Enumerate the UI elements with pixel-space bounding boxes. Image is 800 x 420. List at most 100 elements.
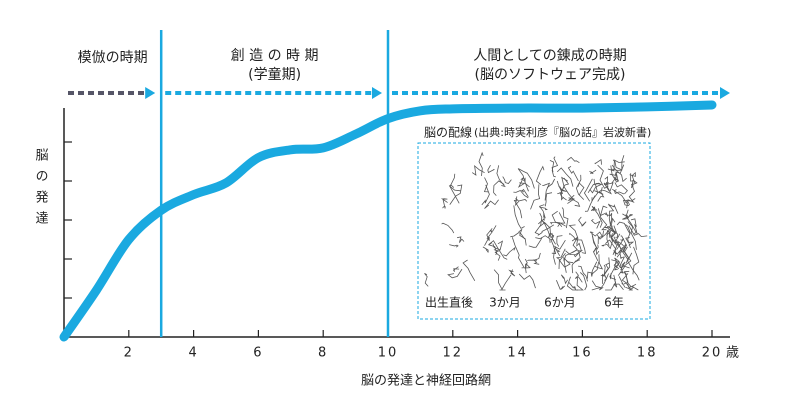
dendrite xyxy=(487,242,498,256)
dendrite xyxy=(424,273,429,287)
dendrite xyxy=(513,205,525,229)
dendrite xyxy=(517,168,530,188)
dendrite xyxy=(518,228,527,246)
dendrite xyxy=(608,203,615,227)
dendrite xyxy=(538,204,546,219)
dendrite xyxy=(486,225,497,240)
dendrite xyxy=(559,252,571,268)
dendrite xyxy=(561,207,569,229)
dendrite xyxy=(499,274,512,291)
dendrite xyxy=(484,199,499,209)
dendrite xyxy=(620,235,629,261)
x-unit: 歳 xyxy=(726,346,739,361)
dendrite xyxy=(527,252,541,261)
dendrite xyxy=(483,177,489,193)
dendrite xyxy=(563,249,578,262)
dendrite xyxy=(594,254,604,270)
inset-source: (出典:時実利彦『脳の話』岩波新書) xyxy=(474,125,651,139)
y-axis-title: 脳の発達 xyxy=(33,148,49,232)
dendrite xyxy=(627,221,637,250)
dendrite xyxy=(518,273,536,289)
dendrite xyxy=(442,199,446,209)
dendrite xyxy=(601,181,612,195)
neuron-sketch xyxy=(424,173,476,287)
dendrite xyxy=(628,225,648,238)
dendrite xyxy=(440,198,448,203)
phase-sublabel: (脳のソフトウェア完成) xyxy=(475,67,626,83)
dendrite xyxy=(441,222,455,234)
inset-title: 脳の配線 xyxy=(424,125,472,140)
dendrite xyxy=(629,171,636,184)
dendrite xyxy=(535,235,551,243)
dendrite xyxy=(597,208,608,231)
dendrite xyxy=(493,180,505,196)
dendrite xyxy=(549,160,556,178)
dendrite xyxy=(555,221,566,227)
dendrite xyxy=(616,221,631,235)
dendrite xyxy=(556,280,565,291)
dendrite xyxy=(449,244,459,248)
dendrite xyxy=(557,177,570,195)
dendrite xyxy=(546,178,556,189)
dendrite xyxy=(462,259,476,281)
dendrite xyxy=(518,168,535,189)
x-tick-label: 2 xyxy=(124,346,134,361)
dendrite xyxy=(534,212,543,235)
dendrite xyxy=(493,249,501,261)
dendrite xyxy=(574,271,583,283)
dendrite xyxy=(510,232,526,240)
phase-label: 人間としての錬成の時期 xyxy=(473,48,627,64)
dendrite xyxy=(484,228,493,246)
x-tick-label: 20 xyxy=(702,346,723,361)
dendrite xyxy=(589,169,597,175)
dendrite xyxy=(599,273,609,291)
dendrite xyxy=(571,260,577,274)
dendrite xyxy=(601,238,614,250)
arrow-head xyxy=(372,87,382,99)
dendrite xyxy=(589,231,604,238)
panel-label: 3か月 xyxy=(489,296,521,310)
arrow-head xyxy=(145,87,156,99)
dendrite xyxy=(503,247,516,257)
dendrite xyxy=(591,205,603,228)
arrow-head xyxy=(720,87,730,99)
dendrite xyxy=(488,240,508,260)
dendrite xyxy=(630,173,634,189)
panel-label: 6年 xyxy=(604,296,624,310)
dendrite xyxy=(569,232,577,240)
dendrite xyxy=(513,190,529,199)
phase-label: 模倣の時期 xyxy=(78,50,148,66)
dendrite xyxy=(613,236,622,249)
dendrite xyxy=(567,199,581,207)
dendrite xyxy=(605,239,616,257)
dendrite xyxy=(579,272,588,291)
dendrite xyxy=(623,270,630,285)
dendrite xyxy=(496,165,506,188)
dendrite xyxy=(613,164,625,182)
dendrite xyxy=(607,159,615,172)
dendrite xyxy=(493,269,506,291)
dendrite xyxy=(614,257,630,269)
dendrite xyxy=(566,276,578,291)
dendrite xyxy=(604,226,611,238)
x-tick-label: 12 xyxy=(443,346,464,361)
x-tick-label: 10 xyxy=(378,346,399,361)
dendrite xyxy=(620,272,632,288)
dendrite xyxy=(619,243,627,260)
dendrite xyxy=(609,259,617,278)
dendrite xyxy=(492,240,504,251)
dendrite xyxy=(521,263,531,269)
dendrite xyxy=(556,235,563,247)
dendrite xyxy=(621,273,633,291)
dendrite xyxy=(625,198,636,204)
x-tick-label: 8 xyxy=(318,346,328,361)
dendrite xyxy=(583,178,593,202)
dendrite xyxy=(613,260,620,270)
x-tick-label: 14 xyxy=(507,346,528,361)
dendrite xyxy=(517,177,526,188)
dendrite xyxy=(610,217,616,234)
panel-label: 6か月 xyxy=(544,296,576,310)
dendrite xyxy=(592,235,597,253)
x-tick-label: 4 xyxy=(188,346,198,361)
dendrite xyxy=(613,240,626,253)
